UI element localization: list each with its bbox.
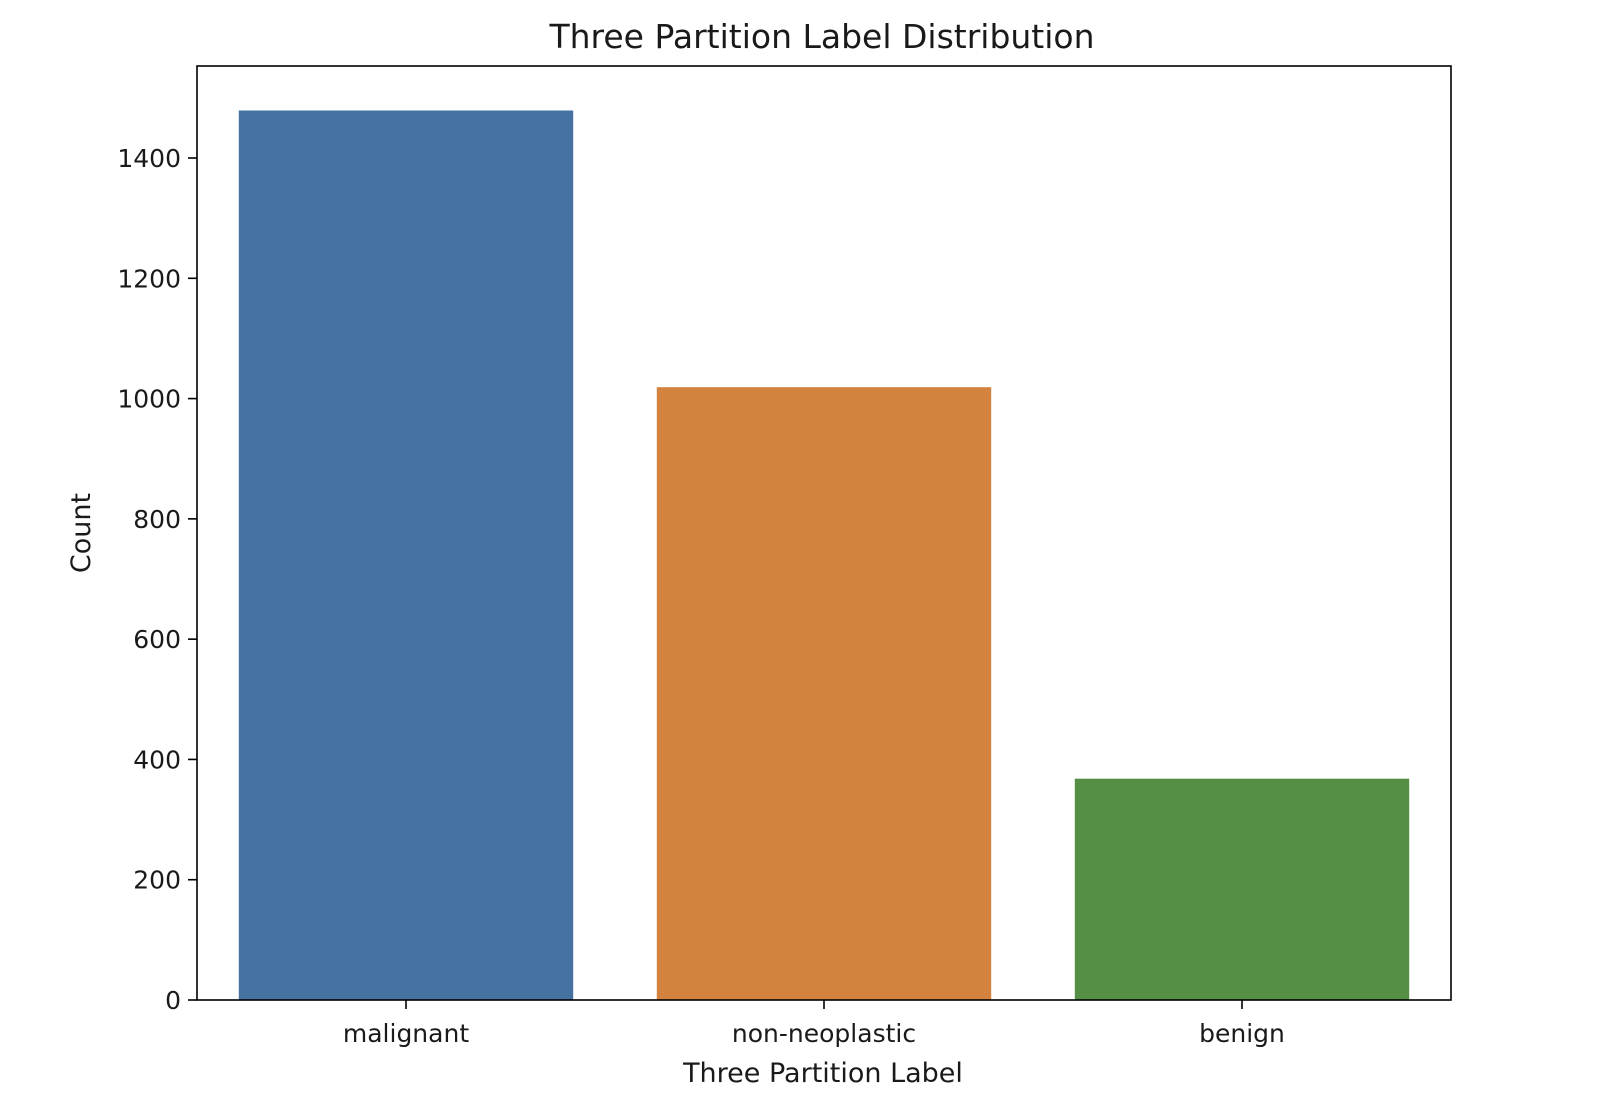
y-tick-label: 0 (165, 986, 181, 1015)
x-axis-label: Three Partition Label (682, 1058, 963, 1089)
chart-title: Three Partition Label Distribution (548, 17, 1094, 56)
bar-malignant (238, 110, 574, 1000)
y-tick-label: 200 (133, 866, 181, 895)
y-tick-label: 1400 (117, 144, 181, 173)
bar-benign (1074, 778, 1410, 1000)
plot-frame (196, 65, 1452, 1001)
y-tick-label: 800 (133, 505, 181, 534)
x-axis: malignant non-neoplastic benign (343, 1000, 1285, 1048)
bars-group (238, 110, 1410, 1000)
x-tick-label: non-neoplastic (732, 1019, 916, 1048)
y-tick-label: 1000 (117, 385, 181, 414)
bar-non-neoplastic (656, 387, 992, 1000)
y-tick-label: 1200 (117, 264, 181, 293)
y-tick-label: 600 (133, 625, 181, 654)
y-tick-label: 400 (133, 745, 181, 774)
y-axis-label: Count (66, 493, 97, 573)
x-tick-label: malignant (343, 1019, 469, 1048)
y-axis: 0 200 400 600 800 1000 1200 1400 (117, 144, 197, 1015)
x-tick-label: benign (1199, 1019, 1285, 1048)
